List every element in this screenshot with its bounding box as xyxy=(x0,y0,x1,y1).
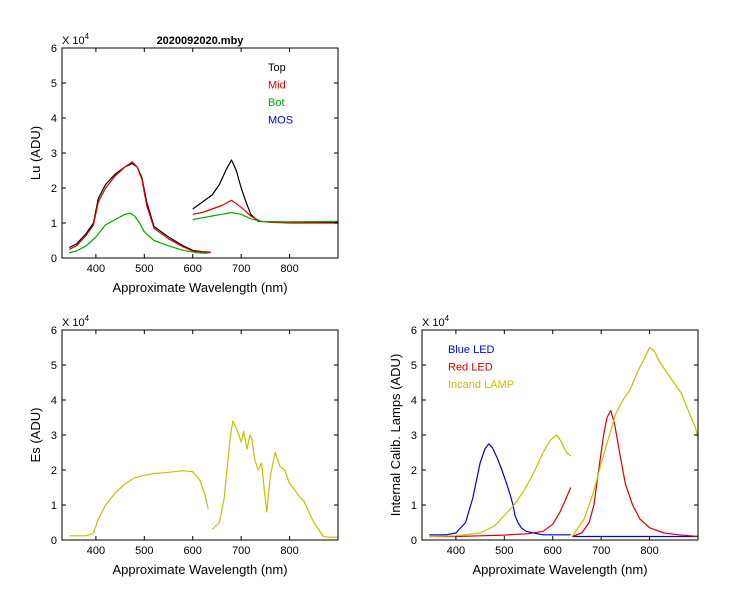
y-tick-label: 0 xyxy=(51,535,57,547)
x-tick-label: 700 xyxy=(592,545,610,557)
x-axis-label: Approximate Wavelength (nm) xyxy=(112,280,287,295)
legend-entry-mos: MOS xyxy=(268,115,293,127)
x-tick-label: 500 xyxy=(495,545,513,557)
x-tick-label: 400 xyxy=(87,545,105,557)
legend-entry-incand-lamp: Incand LAMP xyxy=(448,379,514,391)
series-line-bot xyxy=(69,212,208,254)
x-tick-label: 600 xyxy=(544,545,562,557)
y-axis-label: Lu (ADU) xyxy=(28,126,43,180)
y-tick-label: 1 xyxy=(51,218,57,230)
y-tick-label: 2 xyxy=(411,465,417,477)
x-tick-label: 800 xyxy=(280,263,298,275)
series-line-mid xyxy=(69,161,211,254)
y-tick-label: 1 xyxy=(51,500,57,512)
series-line-top xyxy=(69,162,211,253)
x-tick-label: 500 xyxy=(135,545,153,557)
y-scale-exponent: 4 xyxy=(85,32,90,41)
plot-frame xyxy=(61,47,339,259)
series-line-es xyxy=(211,420,338,538)
series-line-es xyxy=(69,470,209,537)
y-tick-label: 4 xyxy=(411,395,417,407)
legend-entry-mid: Mid xyxy=(268,80,286,92)
y-tick-label: 5 xyxy=(411,360,417,372)
y-scale-exponent: 4 xyxy=(85,314,90,323)
y-tick-label: 5 xyxy=(51,78,57,90)
series-line-mid xyxy=(192,199,338,224)
series-line-bot xyxy=(192,211,339,223)
x-tick-label: 600 xyxy=(184,545,202,557)
y-tick-label: 0 xyxy=(411,535,417,547)
series-line-blue-led xyxy=(429,443,571,536)
y-tick-label: 6 xyxy=(411,325,417,337)
y-tick-label: 6 xyxy=(51,325,57,337)
x-tick-label: 800 xyxy=(640,545,658,557)
y-tick-label: 4 xyxy=(51,113,57,125)
x-tick-label: 800 xyxy=(280,545,298,557)
y-scale-base: X 10 xyxy=(62,317,85,329)
y-tick-label: 5 xyxy=(51,360,57,372)
series-line-incand-lamp xyxy=(571,346,699,537)
y-scale-base: X 10 xyxy=(422,317,445,329)
chart-title: 2020092020.mby xyxy=(157,35,245,47)
y-tick-label: 3 xyxy=(51,430,57,442)
x-tick-label: 600 xyxy=(184,263,202,275)
legend-entry-top: Top xyxy=(268,62,286,74)
x-tick-label: 400 xyxy=(447,545,465,557)
y-scale-multiplier: X 104 xyxy=(62,314,90,329)
x-tick-label: 400 xyxy=(87,263,105,275)
y-tick-label: 2 xyxy=(51,183,57,195)
x-tick-label: 700 xyxy=(232,545,250,557)
series-line-incand-lamp xyxy=(429,434,572,538)
y-scale-multiplier: X 104 xyxy=(422,314,450,329)
y-axis-label: Internal Calib. Lamps (ADU) xyxy=(388,354,403,517)
y-tick-label: 3 xyxy=(51,148,57,160)
y-scale-base: X 10 xyxy=(62,35,85,47)
series-line-red-led xyxy=(571,409,699,538)
y-tick-label: 4 xyxy=(51,395,57,407)
y-tick-label: 1 xyxy=(411,500,417,512)
legend-entry-red-led: Red LED xyxy=(448,362,493,374)
y-tick-label: 0 xyxy=(51,253,57,265)
series-line-red-led xyxy=(429,487,572,538)
x-axis-label: Approximate Wavelength (nm) xyxy=(472,562,647,577)
series-line-top xyxy=(192,159,338,223)
y-scale-multiplier: X 104 xyxy=(62,32,90,47)
y-tick-label: 2 xyxy=(51,465,57,477)
y-scale-exponent: 4 xyxy=(445,314,450,323)
x-axis-label: Approximate Wavelength (nm) xyxy=(112,562,287,577)
x-tick-label: 500 xyxy=(135,263,153,275)
legend-entry-blue-led: Blue LED xyxy=(448,344,495,356)
x-tick-label: 700 xyxy=(232,263,250,275)
y-tick-label: 6 xyxy=(51,43,57,55)
legend-entry-bot: Bot xyxy=(268,97,285,109)
y-tick-label: 3 xyxy=(411,430,417,442)
y-axis-label: Es (ADU) xyxy=(28,408,43,463)
